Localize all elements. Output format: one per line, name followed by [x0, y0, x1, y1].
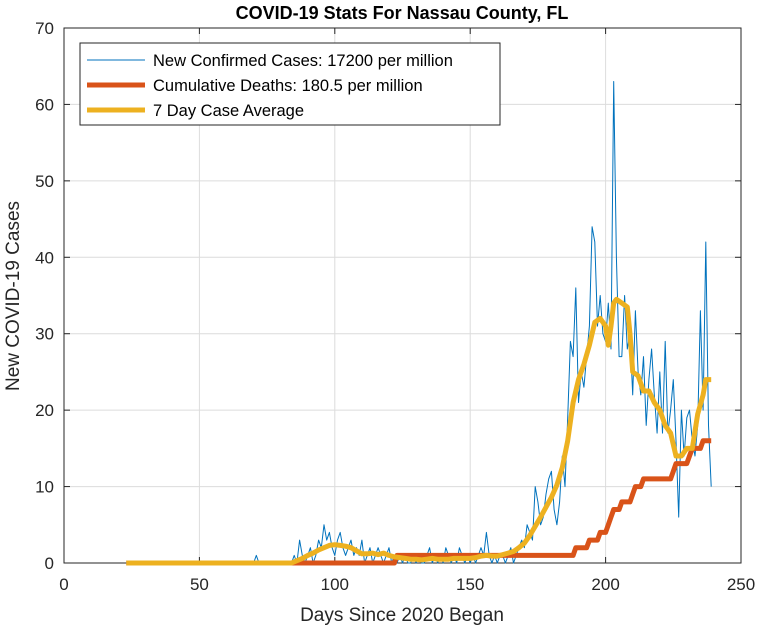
- legend-entry-label: 7 Day Case Average: [153, 102, 304, 120]
- legend-entry-label: Cumulative Deaths: 180.5 per million: [153, 77, 423, 95]
- x-tick-label: 150: [456, 575, 484, 594]
- x-tick-label: 250: [727, 575, 755, 594]
- cumulative-deaths-series-line: [126, 438, 712, 566]
- y-tick-label: 10: [35, 478, 54, 497]
- y-tick-label: 0: [45, 554, 54, 573]
- y-tick-label: 70: [35, 19, 54, 38]
- x-tick-label: 200: [591, 575, 619, 594]
- y-tick-label: 30: [35, 325, 54, 344]
- y-tick-label: 60: [35, 95, 54, 114]
- y-tick-label: 40: [35, 248, 54, 267]
- x-tick-label: 100: [321, 575, 349, 594]
- y-axis-label: New COVID-19 Cases: [3, 201, 24, 391]
- chart-title: COVID-19 Stats For Nassau County, FL: [236, 3, 569, 23]
- legend-entry-label: New Confirmed Cases: 17200 per million: [153, 52, 453, 70]
- x-tick-label: 0: [59, 575, 68, 594]
- series-lines: [126, 81, 712, 566]
- x-tick-label: 50: [190, 575, 209, 594]
- y-tick-label: 20: [35, 401, 54, 420]
- legend: New Confirmed Cases: 17200 per million Cu…: [79, 42, 501, 126]
- y-tick-label: 50: [35, 172, 54, 191]
- x-axis-label: Days Since 2020 Began: [300, 605, 504, 626]
- legend-box: [79, 42, 501, 126]
- case-average-series-line: [126, 296, 712, 566]
